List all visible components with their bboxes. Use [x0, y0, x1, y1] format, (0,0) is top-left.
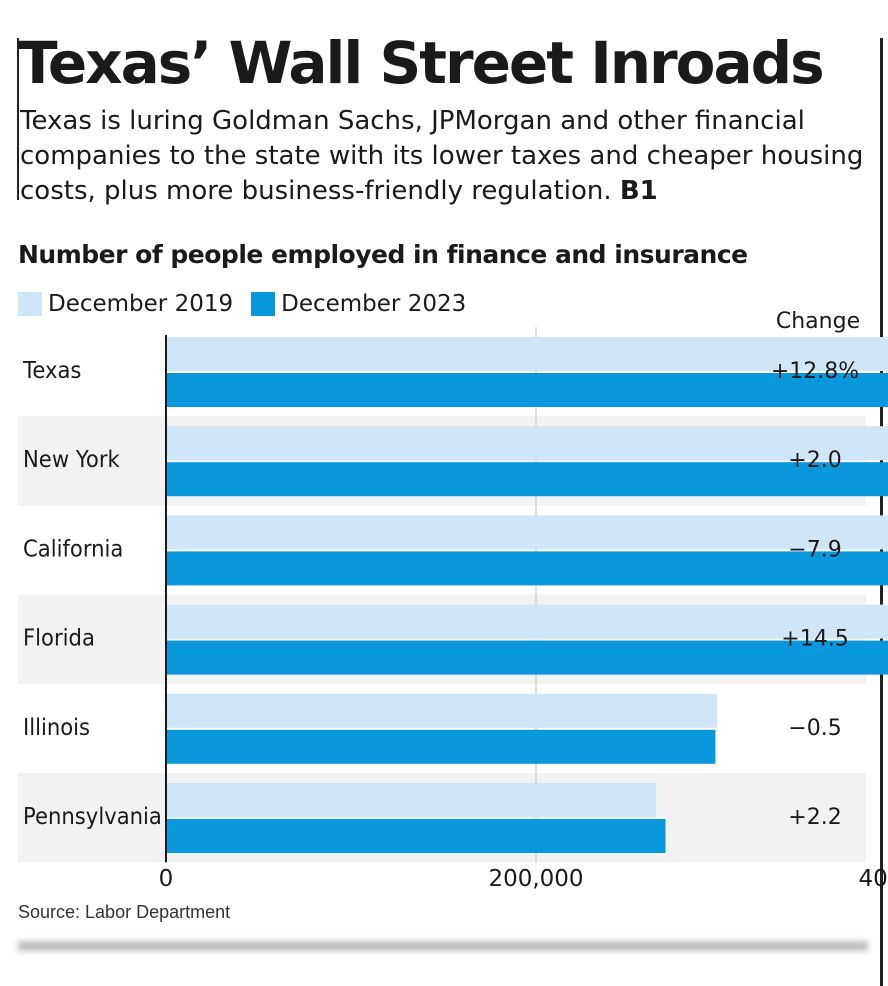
change-value: +2.2: [788, 805, 841, 830]
x-tick-label: 400,000: [858, 866, 888, 892]
change-value: +14.5: [781, 627, 848, 652]
frame-right-rule: [880, 38, 883, 986]
change-value: −0.5: [788, 716, 841, 741]
change-value: −7.9: [788, 537, 841, 562]
bar-chart: Texas +12.8% New York +2.0 California −7.9 Flo…: [18, 309, 888, 892]
bar-2019: [166, 693, 718, 728]
bar-2019: [166, 426, 888, 461]
category-label: New York: [23, 446, 120, 473]
x-tick-label: 200,000: [488, 866, 583, 892]
change-value: +2.0: [788, 448, 841, 473]
legend-swatch-2019: [18, 292, 42, 316]
bar-2019: [166, 515, 888, 550]
dek: Texas is luring Goldman Sachs, JPMorgan …: [20, 104, 865, 209]
bar-2023: [166, 729, 716, 764]
category-label: Pennsylvania: [23, 803, 162, 830]
legend-label-2023: December 2023: [281, 291, 467, 317]
blurred-rule: [18, 941, 868, 951]
change-header: Change: [776, 309, 860, 334]
bar-2023: [166, 640, 888, 675]
source-note: Source: Labor Department: [18, 902, 231, 922]
category-label: Florida: [23, 625, 95, 652]
category-label: Texas: [22, 357, 81, 384]
bar-2019: [166, 783, 657, 817]
category-label: Illinois: [23, 714, 90, 741]
chart-title: Number of people employed in finance and…: [18, 240, 748, 269]
legend-item-2019: December 2019: [18, 291, 233, 317]
legend: December 2019 December 2023: [18, 289, 484, 319]
legend-item-2023: December 2023: [251, 291, 466, 317]
bar-2019: [166, 337, 888, 371]
change-value: +12.8%: [771, 359, 859, 384]
category-label: California: [23, 536, 123, 563]
headline: Texas’ Wall Street Inroads: [18, 29, 825, 97]
legend-label-2019: December 2019: [48, 291, 234, 317]
bar-2023: [166, 373, 888, 407]
x-tick-label: 0: [159, 866, 174, 892]
dek-page-ref: B1: [619, 176, 658, 206]
dek-text: Texas is luring Goldman Sachs, JPMorgan …: [20, 106, 864, 206]
frame-left-rule: [17, 38, 19, 200]
bar-2023: [166, 819, 666, 853]
bar-2023: [166, 462, 888, 497]
bar-2023: [166, 551, 888, 586]
bar-2019: [166, 604, 888, 639]
legend-swatch-2023: [251, 292, 276, 316]
